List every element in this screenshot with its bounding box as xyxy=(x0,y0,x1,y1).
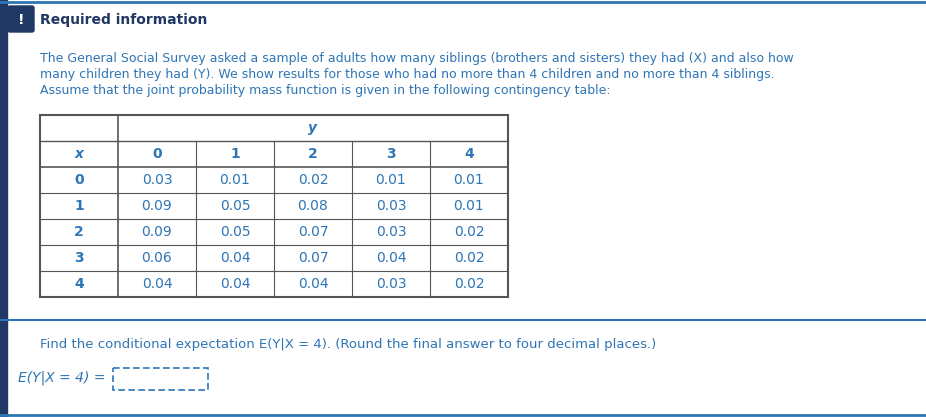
Text: 0.04: 0.04 xyxy=(376,251,407,265)
Text: 0.03: 0.03 xyxy=(376,277,407,291)
Text: 0.01: 0.01 xyxy=(219,173,250,187)
Bar xyxy=(0,0,7,417)
Text: 3: 3 xyxy=(386,147,395,161)
Text: 0.04: 0.04 xyxy=(219,251,250,265)
Text: Required information: Required information xyxy=(40,13,207,27)
Text: 3: 3 xyxy=(74,251,84,265)
Text: y: y xyxy=(308,121,318,135)
Text: E(Y|X = 4) =: E(Y|X = 4) = xyxy=(18,371,106,385)
Text: !: ! xyxy=(18,13,24,27)
Text: 0.01: 0.01 xyxy=(454,199,484,213)
Text: 0.05: 0.05 xyxy=(219,225,250,239)
Text: 0.04: 0.04 xyxy=(297,277,329,291)
Text: 0.03: 0.03 xyxy=(376,225,407,239)
Text: 2: 2 xyxy=(74,225,84,239)
Text: 2: 2 xyxy=(308,147,318,161)
Text: 0.03: 0.03 xyxy=(142,173,172,187)
Bar xyxy=(113,368,208,390)
Text: 0.01: 0.01 xyxy=(376,173,407,187)
Text: 0.04: 0.04 xyxy=(219,277,250,291)
Bar xyxy=(7,2,926,318)
Text: 0.02: 0.02 xyxy=(454,225,484,239)
Text: many children they had (Y). We show results for those who had no more than 4 chi: many children they had (Y). We show resu… xyxy=(40,68,775,81)
Text: 0.06: 0.06 xyxy=(142,251,172,265)
Text: 1: 1 xyxy=(74,199,84,213)
Text: 0: 0 xyxy=(152,147,162,161)
Text: Find the conditional expectation E(Y|X = 4). (Round the final answer to four dec: Find the conditional expectation E(Y|X =… xyxy=(40,338,657,351)
Text: Assume that the joint probability mass function is given in the following contin: Assume that the joint probability mass f… xyxy=(40,84,610,97)
Text: 0.03: 0.03 xyxy=(376,199,407,213)
Text: 0.05: 0.05 xyxy=(219,199,250,213)
Text: 0.09: 0.09 xyxy=(142,199,172,213)
Text: 0.01: 0.01 xyxy=(454,173,484,187)
FancyBboxPatch shape xyxy=(8,6,34,32)
Text: 0: 0 xyxy=(74,173,84,187)
Text: 4: 4 xyxy=(74,277,84,291)
Text: 0.02: 0.02 xyxy=(297,173,329,187)
Bar xyxy=(40,115,508,297)
Text: 0.08: 0.08 xyxy=(297,199,329,213)
Text: 0.09: 0.09 xyxy=(142,225,172,239)
Text: The General Social Survey asked a sample of adults how many siblings (brothers a: The General Social Survey asked a sample… xyxy=(40,52,794,65)
Text: 4: 4 xyxy=(464,147,474,161)
Bar xyxy=(7,2,926,318)
Text: 0.04: 0.04 xyxy=(142,277,172,291)
Text: 1: 1 xyxy=(231,147,240,161)
Text: x: x xyxy=(74,147,83,161)
Text: 0.02: 0.02 xyxy=(454,251,484,265)
Text: 0.07: 0.07 xyxy=(297,251,329,265)
Text: 0.02: 0.02 xyxy=(454,277,484,291)
Text: 0.07: 0.07 xyxy=(297,225,329,239)
